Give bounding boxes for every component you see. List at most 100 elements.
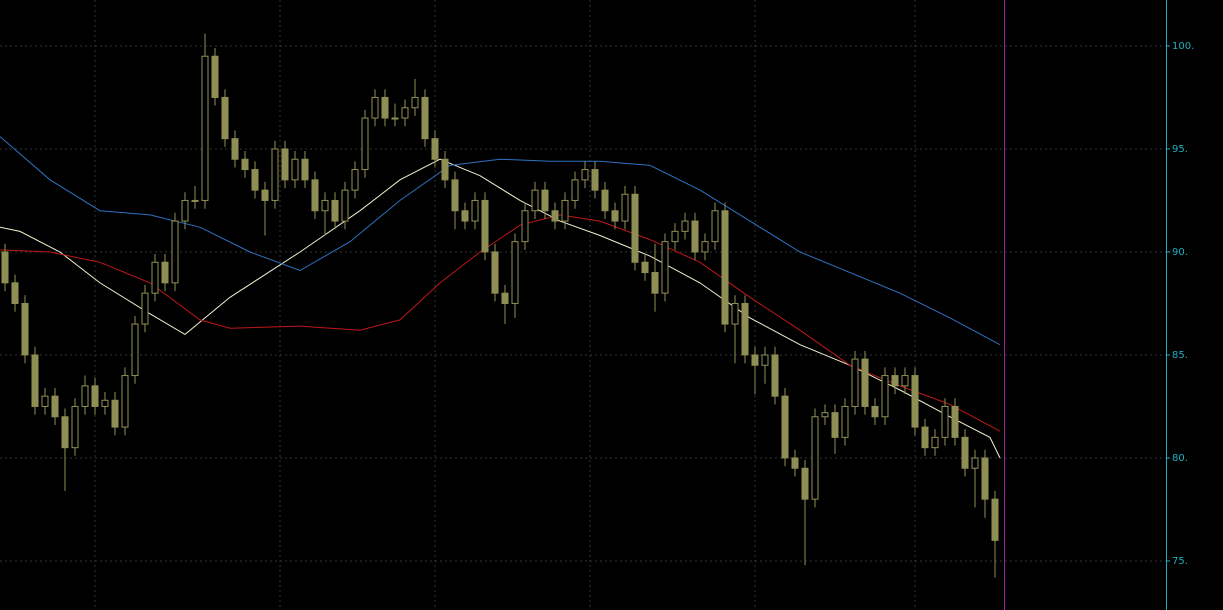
candle-body xyxy=(181,199,189,222)
candle-body xyxy=(821,412,829,418)
candle-body xyxy=(51,395,59,418)
candle-body xyxy=(441,158,449,181)
candle-body xyxy=(691,220,699,253)
candle-body xyxy=(991,498,999,541)
candle-body xyxy=(421,96,429,140)
moving-average xyxy=(0,214,1001,432)
candle-body xyxy=(641,261,649,274)
candle-body xyxy=(841,405,849,438)
candle-body xyxy=(121,375,129,428)
candle-body xyxy=(721,210,729,325)
candle-body xyxy=(771,354,779,397)
candle-body xyxy=(251,169,259,191)
candle-body xyxy=(211,55,219,98)
candle-body xyxy=(161,261,169,284)
candle-body xyxy=(341,189,349,222)
candle-body xyxy=(631,193,639,263)
candle-body xyxy=(361,117,369,171)
candle-body xyxy=(591,169,599,191)
candle-body xyxy=(21,302,29,356)
candle-body xyxy=(401,107,409,119)
candle-body xyxy=(431,138,439,160)
candle-body xyxy=(261,189,269,201)
candle-body xyxy=(711,210,719,243)
candle-body xyxy=(961,436,969,469)
candle-body xyxy=(81,385,89,407)
candle-body xyxy=(601,189,609,212)
candle-body xyxy=(861,358,869,407)
candle-body xyxy=(11,282,19,304)
candle-body xyxy=(701,241,709,253)
candle-body xyxy=(41,395,49,407)
candle-body xyxy=(851,358,859,407)
candle-body xyxy=(271,148,279,201)
candle-body xyxy=(71,405,79,449)
candle-body xyxy=(621,193,629,222)
candle-body xyxy=(871,405,879,418)
candle-body xyxy=(521,210,529,243)
candle-body xyxy=(761,354,769,366)
candle-body xyxy=(541,189,549,212)
candle-body xyxy=(61,416,69,449)
candle-body xyxy=(391,117,399,120)
candle-body xyxy=(531,189,539,212)
y-tick-label: 75. xyxy=(1172,556,1188,567)
candle-body xyxy=(911,375,919,428)
vertical-grid xyxy=(94,0,916,610)
candle-body xyxy=(681,220,689,232)
candle-body xyxy=(331,199,339,222)
candle-body xyxy=(561,199,569,222)
candle-body xyxy=(31,354,39,407)
candle-body xyxy=(91,385,99,407)
candle-body xyxy=(111,399,119,428)
candle-body xyxy=(891,375,899,387)
candle-body xyxy=(381,96,389,119)
candle-body xyxy=(201,55,209,201)
candle-body xyxy=(611,210,619,222)
candle-body xyxy=(901,375,909,387)
candle-body xyxy=(801,467,809,500)
candle-body xyxy=(281,148,289,181)
candle-body xyxy=(921,426,929,449)
y-tick-label: 95. xyxy=(1172,144,1188,155)
candle-body xyxy=(881,375,889,418)
candle-body xyxy=(311,179,319,212)
candle-body xyxy=(581,169,589,181)
candle-body xyxy=(131,323,139,377)
candle-body xyxy=(551,210,559,222)
candle-body xyxy=(101,399,109,407)
candle-body xyxy=(811,416,819,500)
candle-body xyxy=(931,436,939,449)
candle-body xyxy=(501,292,509,304)
candle-body xyxy=(981,457,989,500)
candle-body xyxy=(151,261,159,294)
candle-body xyxy=(221,96,229,140)
candle-body xyxy=(661,241,669,294)
candle-body xyxy=(231,138,239,160)
candle-body xyxy=(791,457,799,469)
candle-body xyxy=(741,302,749,356)
candle-body xyxy=(301,158,309,181)
candle-body xyxy=(971,457,979,469)
candle-body xyxy=(191,199,199,202)
candle-body xyxy=(241,158,249,171)
moving-average xyxy=(0,136,1001,346)
candle-body xyxy=(371,96,379,119)
candle-body xyxy=(351,169,359,191)
candle-body xyxy=(651,272,659,294)
candle-body xyxy=(321,199,329,212)
candle-body xyxy=(831,412,839,438)
candle-body xyxy=(171,220,179,284)
y-tick-label: 80. xyxy=(1172,453,1188,464)
candle-body xyxy=(141,292,149,325)
candle-body xyxy=(471,199,479,222)
candle-body xyxy=(941,405,949,438)
candle-body xyxy=(291,158,299,181)
candle-body xyxy=(781,395,789,459)
candle-body xyxy=(411,96,419,109)
candle-body xyxy=(511,241,519,304)
candle-body xyxy=(671,230,679,243)
candle-body xyxy=(751,354,759,366)
